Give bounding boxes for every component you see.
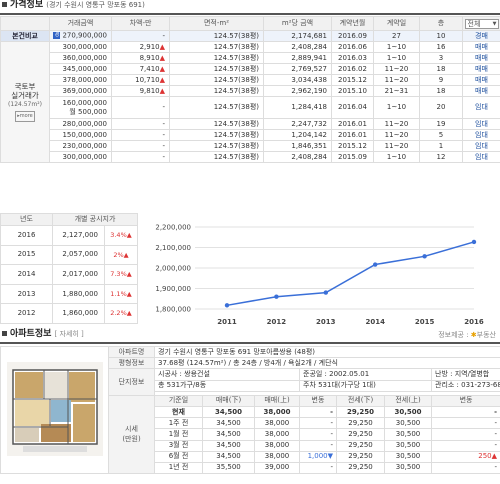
data-point bbox=[224, 303, 230, 308]
official-price-table: 년도 개별 공시지가 2016 2,127,000 3.4%▲ 2015 2,057,… bbox=[0, 213, 138, 324]
data-point bbox=[373, 262, 378, 267]
price-table-header: 거래금액 차액-만 면적-m² m²당 금액 계약년월 계약일 층 전체 ▼ bbox=[0, 16, 500, 31]
apt-name-value: 경기 수원시 영통구 망포동 691 망포아름쌍용 (48평) bbox=[153, 345, 500, 359]
official-price-chart: 1,800,000 1,900,000 2,000,000 2,100,000 2,20… bbox=[155, 224, 484, 327]
table-row: 345,000,000 7,410▲ 124.57(38평) 2,769,527… bbox=[1, 63, 500, 75]
official-price-header: 년도 개별 공시지가 bbox=[0, 213, 138, 226]
table-row: 2014 2,017,000 7.3%▲ bbox=[0, 264, 138, 285]
data-point bbox=[274, 294, 279, 299]
y-tick-label: 2,100,000 bbox=[155, 244, 191, 252]
price-table: 거래금액 차액-만 면적-m² m²당 금액 계약년월 계약일 층 전체 ▼ 본건… bbox=[0, 16, 500, 163]
table-row: 360,000,000 8,910▲ 124.57(38평) 2,889,941… bbox=[1, 52, 500, 64]
table-row: 150,000,000 - 124.57(38평) 1,204,142 2016… bbox=[1, 129, 500, 141]
real-trade-label-cell: 국토부 실거래가 (124.57m²) ▸more bbox=[0, 41, 50, 163]
col-contract-day: 계약일 bbox=[373, 16, 420, 31]
provider-info: 정보제공 : ✱부동산 bbox=[438, 331, 496, 339]
table-row: 1주 전 34,500 38,000 - 29,250 30,500 - bbox=[1, 417, 500, 430]
bullet-icon bbox=[2, 330, 7, 336]
x-tick-label: 2015 bbox=[415, 318, 435, 326]
provider-name: 부동산 bbox=[476, 331, 496, 339]
parking: 주차 531대(가구당 1대) bbox=[299, 379, 432, 392]
apt-section-title: 아파트정보 bbox=[10, 329, 52, 339]
price-diff: 7,410▲ bbox=[111, 63, 170, 75]
col-price: 거래금액 bbox=[49, 16, 112, 31]
table-row: 2016 2,127,000 3.4%▲ bbox=[0, 225, 138, 246]
y-tick-label: 1,900,000 bbox=[155, 285, 191, 293]
up-arrow-icon: ▲ bbox=[159, 64, 165, 73]
comparison-label: 본건비교 bbox=[0, 30, 50, 42]
type-filter-select[interactable]: 전체 ▼ bbox=[462, 16, 500, 31]
table-row: 2012 1,860,000 2.2%▲ bbox=[0, 303, 138, 324]
comparison-price: 경 270,900,000 bbox=[49, 30, 112, 42]
col-year: 년도 bbox=[0, 213, 53, 226]
table-row: 6월 전 34,500 38,000 1,000▼ 29,250 30,500 … bbox=[1, 450, 500, 463]
more-button[interactable]: ▸more bbox=[15, 111, 35, 122]
households: 총 531가구/8동 bbox=[154, 379, 300, 392]
price-diff: 10,710▲ bbox=[111, 74, 170, 86]
table-row: 378,000,000 10,710▲ 124.57(38평) 3,034,43… bbox=[1, 74, 500, 86]
price-diff: 2,910▲ bbox=[111, 41, 170, 53]
col-contract-month: 계약년월 bbox=[331, 16, 374, 31]
up-arrow-icon: ▲ bbox=[159, 53, 165, 62]
data-point bbox=[422, 254, 427, 259]
completed-date: 준공일 : 2002.05.01 bbox=[299, 368, 432, 381]
col-floor: 층 bbox=[419, 16, 463, 31]
auction-icon: 경 bbox=[53, 32, 61, 40]
y-tick-label: 2,200,000 bbox=[155, 224, 191, 232]
office-phone: 관리소 : 031-273-6831 bbox=[430, 379, 500, 392]
floor-plan-image bbox=[0, 345, 109, 475]
apt-info-table: 아파트명 경기 수원시 영통구 망포동 691 망포아름쌍용 (48평) 평형정… bbox=[0, 345, 500, 475]
up-arrow-icon: ▲ bbox=[159, 86, 165, 95]
x-tick-label: 2014 bbox=[365, 318, 385, 326]
up-arrow-icon: ▲ bbox=[159, 42, 165, 51]
data-point bbox=[471, 239, 477, 245]
star-icon: ✱ bbox=[470, 331, 477, 339]
price-two-line: 160,000,000 월 500,000 bbox=[49, 96, 112, 119]
col-unit-price: m²당 금액 bbox=[263, 16, 332, 31]
detail-link[interactable]: [ 자세히 ] bbox=[54, 330, 84, 338]
heating: 난방 : 지역/열병합 bbox=[430, 368, 500, 381]
up-arrow-icon: ▲ bbox=[159, 75, 165, 84]
comparison-row: 본건비교 경 270,900,000 - 124.57(38평) 2,174,68… bbox=[0, 30, 500, 42]
table-row: 300,000,000 - 124.57(38평) 2,408,284 2015… bbox=[1, 151, 500, 163]
table-row: 230,000,000 - 124.57(38평) 1,846,351 2015… bbox=[1, 140, 500, 152]
chevron-down-icon: ▼ bbox=[492, 20, 497, 27]
col-official-price: 개별 공시지가 bbox=[52, 213, 138, 226]
table-row: 국토부 실거래가 (124.57m²) ▸more 300,000,000 2,… bbox=[0, 41, 500, 163]
x-tick-label: 2011 bbox=[217, 318, 237, 326]
price-diff: 9,810▲ bbox=[111, 85, 170, 97]
price-diff: 8,910▲ bbox=[111, 52, 170, 64]
y-tick-label: 1,800,000 bbox=[155, 306, 191, 314]
table-row: 160,000,000 월 500,000 - 124.57(38평) 1,284… bbox=[1, 96, 500, 119]
floor-plan-graphic bbox=[6, 362, 103, 457]
col-diff: 차액-만 bbox=[111, 16, 170, 31]
x-tick-label: 2012 bbox=[267, 318, 287, 326]
table-row: 1년 전 35,500 39,000 - 29,250 30,500 - bbox=[1, 461, 500, 475]
x-tick-label: 2016 bbox=[464, 318, 484, 326]
table-row: 369,000,000 9,810▲ 124.57(38평) 2,962,190… bbox=[1, 85, 500, 97]
price-section-header: 가격정보 (경기 수원시 영통구 망포동 691) bbox=[0, 1, 500, 15]
series-line bbox=[226, 241, 475, 307]
price-section-title: 가격정보 bbox=[10, 0, 44, 10]
x-tick-label: 2013 bbox=[316, 318, 336, 326]
table-row: 1월 전 34,500 38,000 - 29,250 30,500 - bbox=[1, 428, 500, 441]
col-area: 면적-m² bbox=[169, 16, 264, 31]
apt-area-value: 37.68평 (124.57m²) / 총 24층 / 방4개 / 욕실2개 /… bbox=[153, 357, 500, 370]
price-section-address: (경기 수원시 영통구 망포동 691) bbox=[46, 1, 145, 9]
market-label: 시세 (만원) bbox=[108, 394, 155, 475]
y-tick-label: 2,000,000 bbox=[155, 265, 191, 273]
table-row: 2015 2,057,000 2%▲ bbox=[0, 244, 138, 266]
apt-section-header: 아파트정보 [ 자세히 ] 정보제공 : ✱부동산 bbox=[0, 330, 500, 344]
table-row: 2013 1,880,000 1.1%▲ bbox=[0, 283, 138, 305]
table-row: 280,000,000 - 124.57(38평) 2,247,732 2016… bbox=[1, 118, 500, 130]
bullet-icon bbox=[2, 1, 7, 7]
table-row: 3월 전 34,500 38,000 - 29,250 30,500 - bbox=[1, 439, 500, 452]
builder: 시공사 : 쌍용건설 bbox=[154, 368, 300, 381]
data-point bbox=[323, 290, 328, 295]
